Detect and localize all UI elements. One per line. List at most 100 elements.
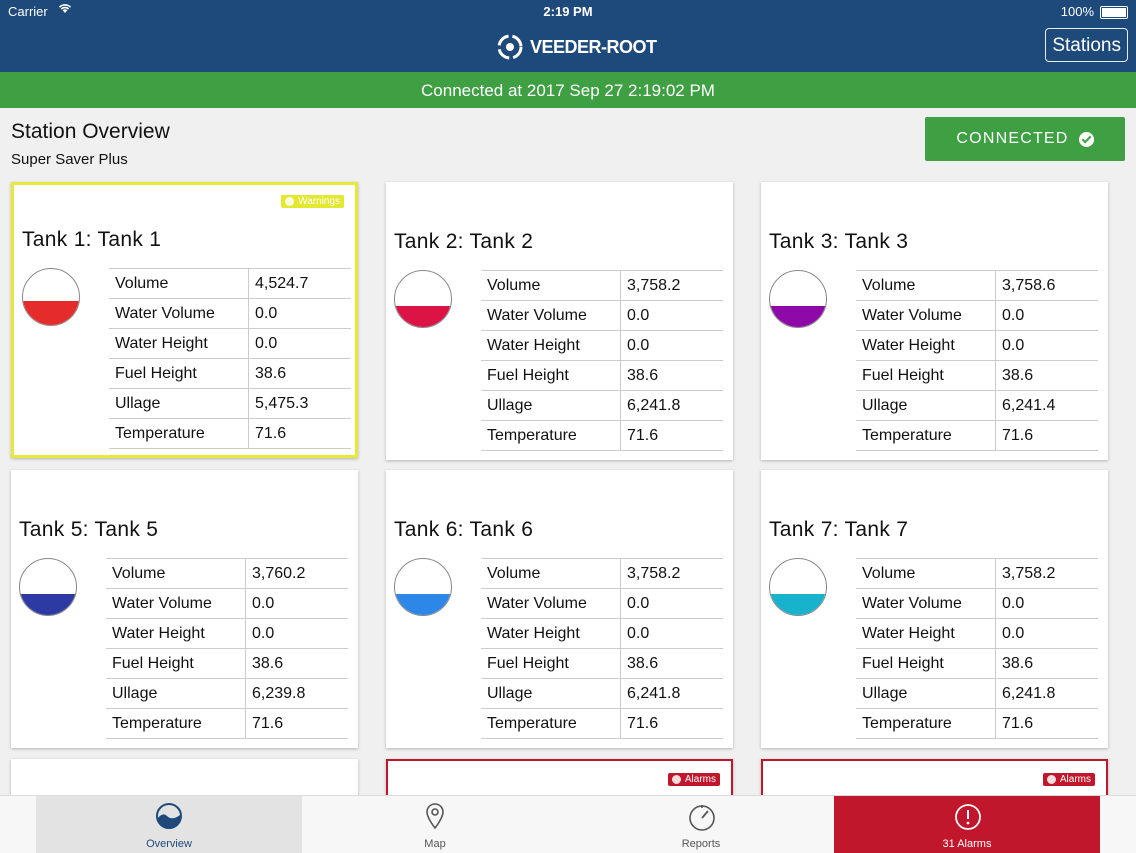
- tank-card[interactable]: Tank 5: Tank 5 Volume 3,760.2 Water Volume 0…: [11, 470, 358, 748]
- stat-value: 6,241.8: [620, 678, 723, 709]
- stat-label: Ullage: [109, 388, 249, 419]
- table-row: Fuel Height 38.6: [109, 358, 351, 389]
- stat-label: Water Volume: [856, 300, 996, 331]
- tank-stats-table: Volume 3,758.2 Water Volume 0.0 Water Height…: [481, 558, 723, 739]
- stat-label: Temperature: [481, 708, 621, 739]
- tank-fill: [23, 301, 79, 325]
- tab-alarms-label: 31 Alarms: [942, 838, 992, 850]
- table-row: Volume 3,758.2: [481, 270, 723, 301]
- reports-gauge-icon: [689, 805, 715, 831]
- alarm-icon: [1046, 775, 1056, 784]
- tab-alarms[interactable]: 31 Alarms: [834, 796, 1100, 853]
- stat-value: 0.0: [245, 618, 348, 649]
- tank-card[interactable]: Tank 7: Tank 7 Volume 3,758.2 Water Volume 0…: [761, 470, 1108, 748]
- carrier-label: Carrier: [8, 4, 48, 19]
- overview-icon: [156, 803, 182, 829]
- table-row: Temperature 71.6: [856, 420, 1098, 451]
- tank-card[interactable]: Tank 6: Tank 6 Volume 3,758.2 Water Volume 0…: [386, 470, 733, 748]
- stat-value: 0.0: [995, 588, 1098, 619]
- tank-stats-table: Volume 3,758.2 Water Volume 0.0 Water Height…: [481, 270, 723, 451]
- table-row: Water Height 0.0: [856, 330, 1098, 361]
- tab-map[interactable]: Map: [302, 796, 568, 853]
- stat-label: Volume: [481, 270, 621, 301]
- stat-value: 6,241.8: [995, 678, 1098, 709]
- tank-name: Tank 6: Tank 6: [394, 518, 534, 541]
- stat-label: Fuel Height: [109, 358, 249, 389]
- tab-overview[interactable]: Overview: [36, 796, 302, 853]
- stat-value: 38.6: [620, 648, 723, 679]
- tank-stats-table: Volume 3,760.2 Water Volume 0.0 Water Height…: [106, 558, 348, 739]
- stat-value: 6,239.8: [245, 678, 348, 709]
- stat-value: 3,758.6: [995, 270, 1098, 301]
- stat-label: Volume: [106, 558, 246, 589]
- stat-value: 38.6: [995, 648, 1098, 679]
- table-row: Water Volume 0.0: [856, 300, 1098, 331]
- stat-value: 71.6: [620, 420, 723, 451]
- tank-level-gauge: [22, 268, 80, 326]
- tab-reports[interactable]: Reports: [568, 796, 834, 853]
- stat-label: Ullage: [856, 678, 996, 709]
- tank-fill: [20, 593, 76, 615]
- stat-value: 0.0: [620, 300, 723, 331]
- stat-value: 71.6: [245, 708, 348, 739]
- stat-value: 3,758.2: [995, 558, 1098, 589]
- table-row: Ullage 6,241.8: [481, 390, 723, 421]
- stat-label: Temperature: [106, 708, 246, 739]
- tank-name: Tank 2: Tank 2: [394, 230, 534, 253]
- table-row: Volume 3,758.2: [856, 558, 1098, 589]
- stat-label: Ullage: [106, 678, 246, 709]
- stat-label: Temperature: [109, 418, 249, 449]
- table-row: Water Height 0.0: [481, 330, 723, 361]
- stat-label: Ullage: [481, 390, 621, 421]
- tank-card[interactable]: Warnings Tank 1: Tank 1 Volume 4,524.7 Water…: [11, 182, 358, 458]
- tab-overview-label: Overview: [146, 838, 192, 850]
- table-row: Water Volume 0.0: [856, 588, 1098, 619]
- check-icon: [1078, 131, 1094, 147]
- tank-card[interactable]: Tank 3: Tank 3 Volume 3,758.6 Water Volume 0…: [761, 182, 1108, 460]
- stat-label: Water Volume: [856, 588, 996, 619]
- stat-value: 38.6: [995, 360, 1098, 391]
- stat-label: Volume: [856, 270, 996, 301]
- stat-value: 6,241.8: [620, 390, 723, 421]
- table-row: Fuel Height 38.6: [481, 360, 723, 391]
- warning-badge: Warnings: [281, 195, 344, 208]
- stat-value: 3,758.2: [620, 270, 723, 301]
- table-row: Volume 3,758.6: [856, 270, 1098, 301]
- stat-value: 4,524.7: [248, 268, 351, 299]
- table-row: Volume 4,524.7: [109, 268, 351, 299]
- table-row: Fuel Height 38.6: [481, 648, 723, 679]
- status-bar: Carrier 2:19 PM 100%: [0, 0, 1136, 22]
- warning-badge-label: Warnings: [298, 196, 340, 207]
- stat-label: Water Height: [106, 618, 246, 649]
- tank-level-gauge: [19, 558, 77, 616]
- table-row: Ullage 6,241.8: [856, 678, 1098, 709]
- connected-label: CONNECTED: [956, 130, 1069, 147]
- table-row: Temperature 71.6: [106, 708, 348, 739]
- table-row: Volume 3,758.2: [481, 558, 723, 589]
- stat-value: 38.6: [248, 358, 351, 389]
- stat-label: Water Volume: [106, 588, 246, 619]
- stat-label: Water Height: [109, 328, 249, 359]
- logo-text: VEEDER-ROOT: [530, 36, 657, 57]
- stat-value: 71.6: [995, 420, 1098, 451]
- tank-stats-table: Volume 3,758.2 Water Volume 0.0 Water Height…: [856, 558, 1098, 739]
- stat-label: Volume: [109, 268, 249, 299]
- stat-label: Ullage: [481, 678, 621, 709]
- warning-icon: [285, 197, 295, 206]
- app-header: VEEDER-ROOT Stations: [0, 22, 1136, 72]
- tank-fill: [395, 305, 451, 327]
- connected-status-button[interactable]: CONNECTED: [925, 117, 1125, 161]
- station-name: Super Saver Plus: [11, 151, 128, 168]
- table-row: Ullage 6,241.8: [481, 678, 723, 709]
- tank-name: Tank 1: Tank 1: [22, 228, 162, 251]
- stat-value: 5,475.3: [248, 388, 351, 419]
- tank-card[interactable]: Tank 2: Tank 2 Volume 3,758.2 Water Volume 0…: [386, 182, 733, 460]
- table-row: Water Height 0.0: [109, 328, 351, 359]
- stat-value: 71.6: [248, 418, 351, 449]
- stat-label: Water Height: [856, 330, 996, 361]
- stat-label: Fuel Height: [481, 360, 621, 391]
- stat-value: 6,241.4: [995, 390, 1098, 421]
- table-row: Temperature 71.6: [481, 708, 723, 739]
- stations-button[interactable]: Stations: [1045, 28, 1128, 62]
- stat-label: Water Volume: [481, 300, 621, 331]
